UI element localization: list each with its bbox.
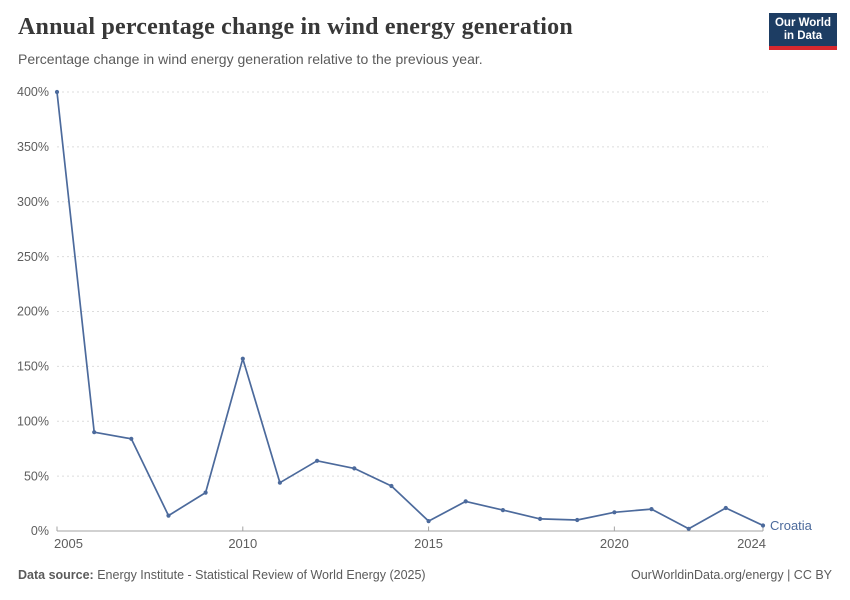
x-tick-label-2010: 2010 <box>228 536 257 551</box>
data-source-text: Energy Institute - Statistical Review of… <box>93 568 426 582</box>
data-point-2013 <box>352 466 357 471</box>
data-point-2014 <box>389 483 394 489</box>
x-tick-label-2020: 2020 <box>600 536 629 551</box>
x-tick-label-2015: 2015 <box>414 536 443 551</box>
data-point-2010 <box>240 356 245 361</box>
y-tick-label-150: 150% <box>17 360 49 374</box>
y-tick-label-350: 350% <box>17 140 49 154</box>
owid-logo-line1: Our World <box>774 17 831 29</box>
y-tick-label-400: 400% <box>17 85 49 99</box>
data-point-2022 <box>686 526 691 531</box>
owid-logo-line2: in Data <box>783 30 823 42</box>
data-point-2011 <box>277 480 282 485</box>
data-point-2017 <box>500 508 505 513</box>
y-tick-label-300: 300% <box>17 195 49 209</box>
x-tick-label-2024: 2024 <box>737 536 766 551</box>
chart-subtitle: Percentage change in wind energy generat… <box>18 51 483 67</box>
data-point-2019 <box>575 517 580 523</box>
data-point-2015 <box>426 519 431 524</box>
owid-url-license: OurWorldinData.org/energy | CC BY <box>630 568 832 582</box>
y-tick-label-250: 250% <box>17 250 49 264</box>
data-point-2023 <box>723 505 728 511</box>
data-point-2005 <box>54 89 60 95</box>
data-point-2006 <box>92 430 97 435</box>
data-point-2020 <box>612 510 617 515</box>
chart-footer: Data source: Energy Institute - Statisti… <box>18 568 832 582</box>
series-line-croatia <box>56 91 764 530</box>
y-tick-label-0: 0% <box>31 524 49 538</box>
data-point-2008 <box>166 513 171 518</box>
data-point-2007 <box>129 436 134 441</box>
data-point-2016 <box>463 499 468 504</box>
data-point-2012 <box>315 458 320 463</box>
x-tick-label-2005: 2005 <box>54 536 83 551</box>
data-source-note: Data source: Energy Institute - Statisti… <box>18 568 426 582</box>
data-point-2021 <box>649 507 654 512</box>
y-tick-label-100: 100% <box>17 414 49 428</box>
y-tick-label-50: 50% <box>24 469 49 483</box>
owid-logo: Our World in Data <box>768 13 837 50</box>
y-tick-label-200: 200% <box>17 305 49 319</box>
page-title: Annual percentage change in wind energy … <box>18 14 573 40</box>
data-point-2024 <box>760 523 766 528</box>
data-point-2009 <box>203 490 208 495</box>
entity-label-croatia: Croatia <box>770 518 813 533</box>
data-point-2018 <box>538 516 543 522</box>
data-source-label: Data source: <box>18 568 94 582</box>
